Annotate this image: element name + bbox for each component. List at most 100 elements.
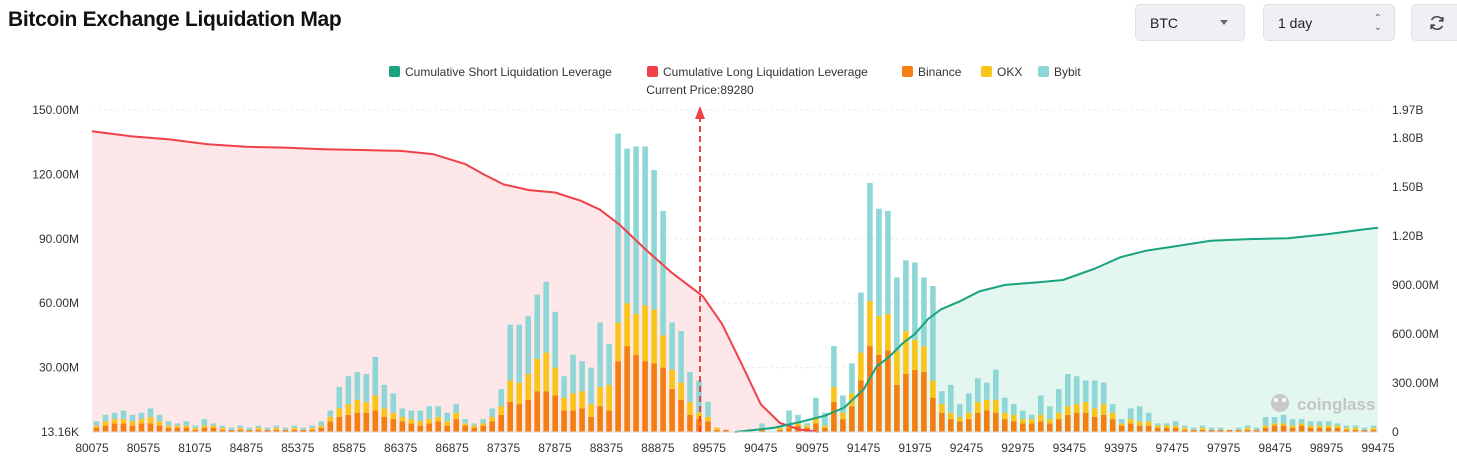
x-axis-tick-label: 80075 xyxy=(75,441,109,455)
okx-bar xyxy=(651,309,657,364)
okx-bar xyxy=(219,427,226,430)
bybit-bar xyxy=(525,316,531,375)
bybit-bar xyxy=(1370,425,1377,428)
bybit-bar xyxy=(156,414,163,422)
bybit-bar xyxy=(318,421,325,426)
binance-bar xyxy=(912,369,918,432)
binance-bar xyxy=(633,354,639,432)
bybit-bar xyxy=(1065,374,1071,407)
bybit-bar xyxy=(1011,404,1017,415)
binance-bar xyxy=(723,429,729,432)
bybit-bar xyxy=(1127,408,1134,420)
binance-bar xyxy=(1235,429,1242,432)
refresh-button[interactable] xyxy=(1411,4,1457,41)
bybit-bar xyxy=(831,346,837,387)
legend-swatch-binance xyxy=(902,66,913,77)
bybit-bar xyxy=(426,406,432,420)
binance-bar xyxy=(1145,425,1152,432)
legend-swatch-okx xyxy=(981,66,992,77)
bybit-bar xyxy=(687,371,693,402)
bybit-bar xyxy=(174,423,181,426)
okx-bar xyxy=(309,427,316,430)
binance-bar xyxy=(426,423,432,432)
binance-bar xyxy=(1154,427,1161,432)
binance-bar xyxy=(705,421,711,432)
okx-bar xyxy=(336,408,343,417)
x-axis-tick-label: 89575 xyxy=(693,441,727,455)
binance-bar xyxy=(1047,423,1053,432)
bybit-bar xyxy=(1217,427,1224,430)
bybit-bar xyxy=(651,170,657,310)
bybit-bar xyxy=(1038,395,1044,415)
okx-bar xyxy=(1047,419,1053,424)
binance-bar xyxy=(1002,419,1008,432)
okx-bar xyxy=(777,427,783,430)
coin-select[interactable]: BTC xyxy=(1135,4,1245,41)
bybit-bar xyxy=(219,425,226,428)
x-axis-tick-label: 81075 xyxy=(178,441,212,455)
x-axis-tick-label: 99475 xyxy=(1361,441,1395,455)
okx-bar xyxy=(1029,419,1035,424)
binance-bar xyxy=(507,401,513,432)
okx-bar xyxy=(795,423,801,426)
bybit-bar xyxy=(1029,414,1035,420)
x-axis-tick-label: 97975 xyxy=(1207,441,1241,455)
binance-bar xyxy=(246,429,253,432)
binance-bar xyxy=(831,401,837,432)
bybit-bar xyxy=(849,363,855,394)
binance-bar xyxy=(318,427,325,432)
axes: 13.16K 30.00M 60.00M 90.00M 120.00M 150.00M 0 3… xyxy=(32,103,1438,455)
binance-bar xyxy=(147,423,154,432)
binance-bar xyxy=(822,427,828,432)
left-axis-tick-label: 120.00M xyxy=(32,167,79,181)
binance-bar xyxy=(111,423,118,432)
binance-bar xyxy=(957,421,963,432)
okx-bar xyxy=(327,417,334,422)
okx-bar xyxy=(1127,419,1134,424)
legend-label-binance: Binance xyxy=(918,65,962,79)
binance-bar xyxy=(1298,425,1305,432)
binance-bar xyxy=(345,414,352,432)
okx-bar xyxy=(1082,401,1089,413)
bybit-bar xyxy=(912,262,918,340)
bybit-bar xyxy=(363,374,370,402)
okx-bar xyxy=(1136,421,1143,426)
okx-bar xyxy=(525,374,531,400)
bybit-bar xyxy=(201,419,208,426)
bybit-bar xyxy=(1208,427,1215,430)
x-axis-tick-label: 86375 xyxy=(384,441,418,455)
right-axis-tick-label: 900.00M xyxy=(1392,278,1439,292)
okx-bar xyxy=(876,316,882,355)
bybit-bar xyxy=(1244,425,1251,428)
bybit-bar xyxy=(291,425,298,428)
okx-bar xyxy=(840,412,846,420)
okx-bar xyxy=(426,419,432,424)
bybit-bar xyxy=(498,389,504,407)
bybit-bar xyxy=(471,423,477,426)
okx-bar xyxy=(174,425,181,428)
binance-bar xyxy=(669,389,675,432)
range-select[interactable]: 1 day ⌃ ⌄ xyxy=(1263,4,1395,41)
binance-bar xyxy=(300,429,307,432)
bybit-bar xyxy=(192,425,199,428)
bybit-bar xyxy=(1352,425,1359,428)
bybit-bar xyxy=(894,277,900,351)
binance-bar xyxy=(1056,419,1062,432)
bybit-bar xyxy=(966,393,972,413)
x-axis-tick-label: 98975 xyxy=(1310,441,1344,455)
bybit-bar xyxy=(939,391,945,405)
binance-bar xyxy=(192,429,199,432)
legend-swatch-bybit xyxy=(1038,66,1049,77)
legend-label-long: Cumulative Long Liquidation Leverage xyxy=(663,65,868,79)
okx-bar xyxy=(1343,427,1350,430)
x-axis-tick-label: 86875 xyxy=(435,441,469,455)
binance-bar xyxy=(498,414,504,432)
okx-bar xyxy=(1280,423,1287,426)
coin-select-value: BTC xyxy=(1150,14,1178,31)
okx-bar xyxy=(390,412,397,420)
binance-bar xyxy=(1226,429,1233,432)
binance-bar xyxy=(381,417,388,432)
binance-bar xyxy=(876,354,882,432)
bybit-bar xyxy=(660,210,666,336)
bybit-bar xyxy=(1163,423,1170,426)
